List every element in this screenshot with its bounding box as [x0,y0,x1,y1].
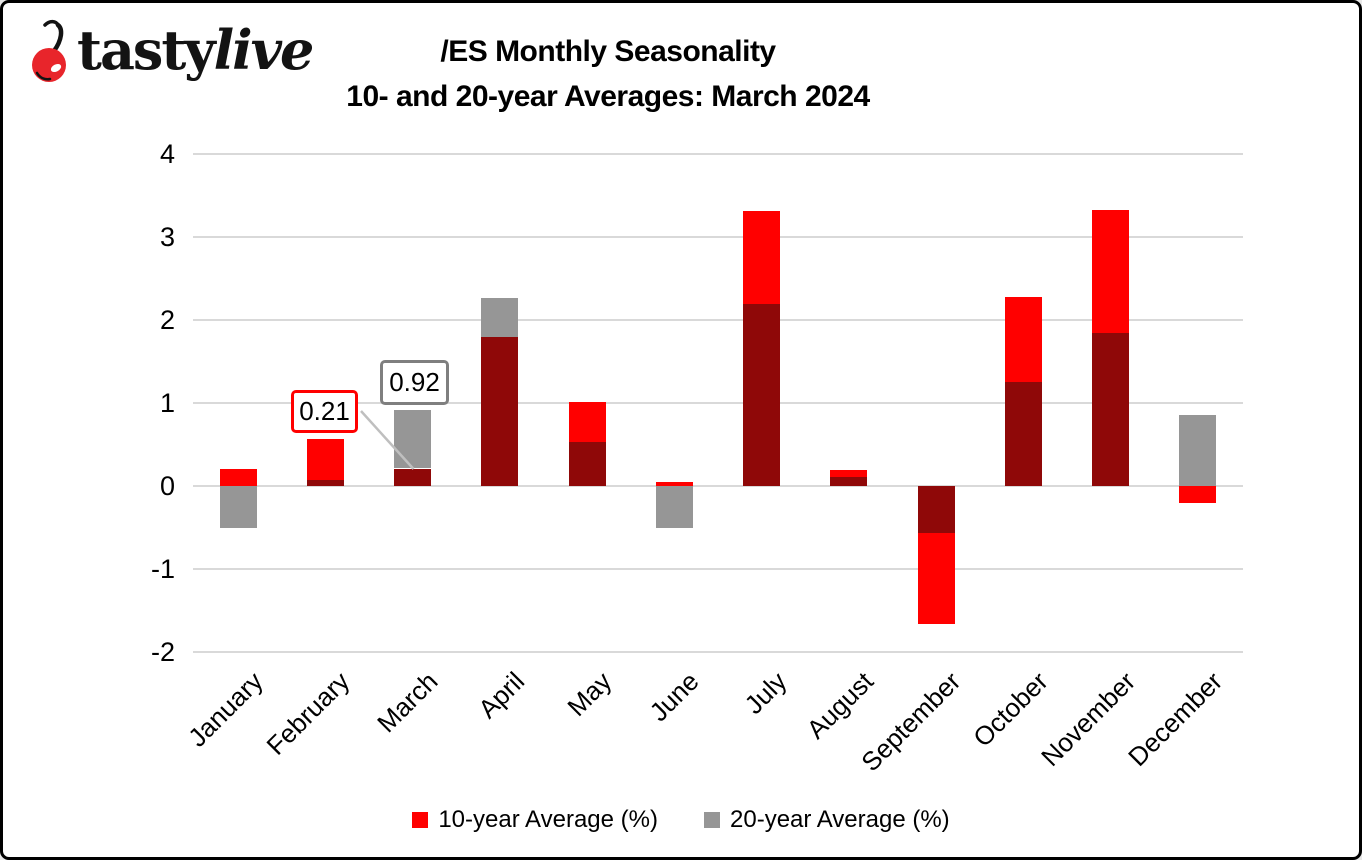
bar-may-10yr [569,402,606,442]
cherry-icon [32,19,66,82]
y-axis-tick-4: 4 [159,139,175,169]
bar-june-10yr [656,481,693,487]
bar-november-10yr [1092,209,1129,334]
y-axis-tick--2: -2 [150,637,175,667]
bar-january-20yr [220,486,257,528]
x-axis-label-july: July [738,666,793,720]
x-axis-label-march: March [370,666,444,739]
bar-september-overlap [918,486,955,534]
tastylive-logo: tastylive [25,13,315,89]
legend: 10-year Average (%) 20-year Average (%) [3,806,1359,834]
bar-december-20yr [1179,414,1216,486]
bar-february-overlap [307,480,344,486]
bar-april-20yr [481,298,518,337]
chart-title: /ES Monthly Seasonality 10- and 20-year … [203,29,1013,119]
y-axis-tick-3: 3 [159,222,175,252]
x-axis-label-august: August [800,666,880,745]
bar-july-10yr [743,211,780,305]
chart-title-line1: /ES Monthly Seasonality [440,35,776,68]
x-axis-label-may: May [561,666,618,722]
x-axis-label-january: January [181,666,269,753]
bar-october-overlap [1005,382,1042,487]
gridline--1 [193,568,1243,570]
gridline-2 [193,319,1243,321]
legend-swatch-10yr-icon [412,812,429,828]
legend-item-20yr: 20-year Average (%) [704,806,950,834]
bar-march-overlap [394,468,431,486]
logo-wordmark: tastylive [77,13,315,87]
legend-label-20yr: 20-year Average (%) [730,806,950,833]
x-axis-label-june: June [643,666,705,728]
bar-march-20yr [394,409,431,469]
bar-august-10yr [830,470,867,477]
bar-april-overlap [481,336,518,486]
gridline-3 [193,236,1243,238]
bar-june-20yr [656,486,693,528]
gridline-1 [193,402,1243,404]
gridline-4 [193,153,1243,155]
y-axis-tick-2: 2 [159,305,175,335]
bar-august-overlap [830,476,867,486]
logo-live: live [213,18,315,82]
data-label-0.21: 0.21 [291,390,358,433]
y-axis-tick-0: 0 [159,471,175,501]
logo-tasty: tasty [77,18,216,82]
bar-may-overlap [569,442,606,486]
legend-item-10yr: 10-year Average (%) [412,806,658,834]
x-axis-label-october: October [966,666,1054,753]
gridline-0 [193,485,1243,487]
gridline--2 [193,651,1243,653]
y-axis-tick-1: 1 [159,388,175,418]
x-axis-label-december: December [1122,666,1229,773]
bar-september-10yr [918,533,955,624]
legend-swatch-20yr-icon [704,812,720,828]
bar-february-10yr [307,438,344,481]
x-axis-label-november: November [1035,666,1142,773]
chart-title-line2: 10- and 20-year Averages: March 2024 [346,80,870,113]
y-axis-tick--1: -1 [150,554,175,584]
x-axis-label-april: April [472,666,531,724]
bar-october-10yr [1005,296,1042,383]
x-axis-label-february: February [260,666,356,761]
data-label-0.92: 0.92 [380,360,449,405]
bar-january-10yr [220,469,257,486]
bar-november-overlap [1092,333,1129,486]
bar-july-overlap [743,304,780,486]
legend-label-10yr: 10-year Average (%) [438,806,658,833]
bar-december-10yr [1179,486,1216,504]
